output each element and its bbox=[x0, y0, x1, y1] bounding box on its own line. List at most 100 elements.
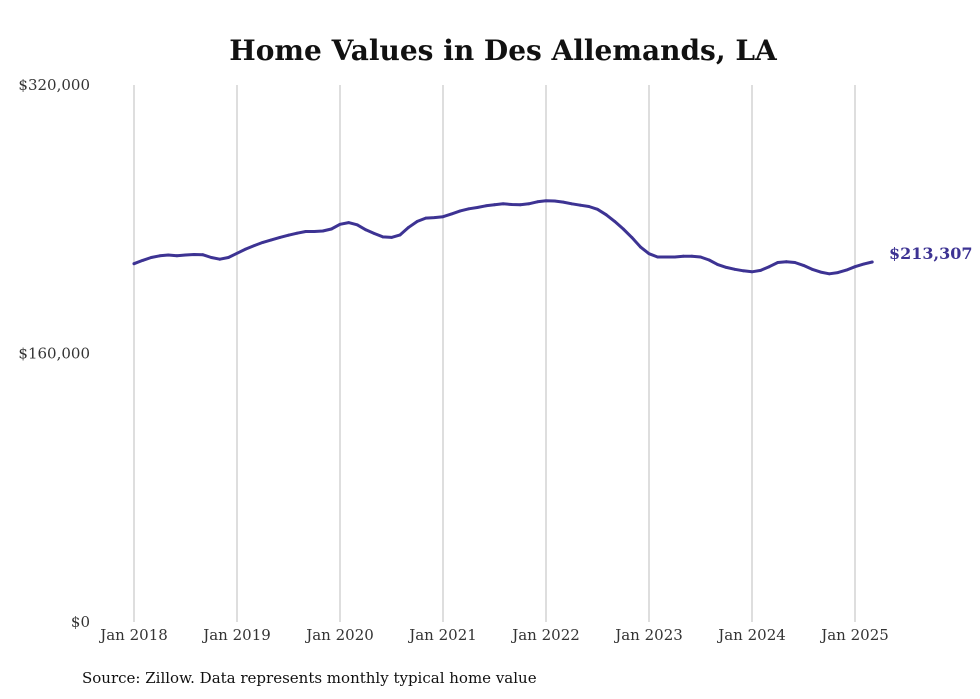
data-point bbox=[810, 267, 814, 271]
chart-title: Home Values in Des Allemands, LA bbox=[229, 34, 778, 67]
x-tick-label: Jan 2020 bbox=[304, 626, 374, 644]
data-point bbox=[321, 229, 325, 233]
data-point bbox=[252, 244, 256, 248]
data-point bbox=[510, 203, 514, 206]
data-point bbox=[836, 271, 840, 274]
data-point bbox=[278, 236, 282, 239]
gridlines bbox=[133, 85, 856, 622]
data-point bbox=[424, 216, 428, 220]
data-point bbox=[347, 221, 350, 225]
data-point bbox=[441, 215, 445, 219]
data-point bbox=[630, 236, 634, 239]
data-point bbox=[621, 227, 625, 231]
data-point bbox=[561, 200, 565, 204]
data-point bbox=[398, 233, 402, 237]
data-point bbox=[475, 206, 479, 209]
data-point bbox=[596, 207, 599, 211]
data-point bbox=[647, 252, 651, 256]
latest-value-label: $213,307 bbox=[889, 244, 973, 263]
data-point bbox=[467, 207, 471, 211]
data-point bbox=[501, 202, 505, 206]
data-point bbox=[295, 231, 299, 235]
data-point bbox=[209, 256, 213, 259]
y-tick-label: $0 bbox=[71, 613, 90, 631]
data-point bbox=[364, 228, 368, 232]
data-point bbox=[673, 255, 677, 259]
data-point bbox=[639, 245, 642, 249]
data-point bbox=[244, 247, 248, 251]
data-point bbox=[415, 220, 419, 223]
data-point bbox=[733, 267, 737, 271]
data-point bbox=[819, 270, 823, 274]
data-point bbox=[372, 232, 376, 235]
data-point bbox=[493, 203, 496, 207]
data-point bbox=[484, 204, 488, 208]
data-point bbox=[613, 220, 617, 223]
data-point bbox=[227, 256, 230, 259]
data-point bbox=[450, 212, 453, 216]
data-point bbox=[149, 256, 153, 259]
data-point bbox=[587, 205, 591, 208]
y-tick-label: $160,000 bbox=[18, 345, 90, 363]
data-point bbox=[827, 272, 831, 276]
data-point bbox=[553, 199, 556, 203]
data-point bbox=[355, 223, 359, 227]
data-point bbox=[664, 255, 668, 259]
data-point bbox=[304, 230, 308, 233]
data-point bbox=[656, 255, 659, 259]
data-point bbox=[750, 270, 754, 274]
x-tick-label: Jan 2019 bbox=[201, 626, 271, 644]
data-point bbox=[742, 269, 745, 273]
x-tick-label: Jan 2024 bbox=[716, 626, 786, 644]
data-point bbox=[767, 265, 771, 269]
source-note: Source: Zillow. Data represents monthly … bbox=[82, 669, 537, 687]
data-point bbox=[793, 261, 797, 264]
x-tick-label: Jan 2023 bbox=[613, 626, 683, 644]
data-point bbox=[578, 203, 582, 207]
data-point bbox=[716, 263, 720, 266]
data-point bbox=[776, 261, 780, 264]
data-point bbox=[407, 225, 411, 229]
data-point bbox=[175, 254, 179, 258]
data-point bbox=[518, 203, 522, 207]
y-tick-label: $320,000 bbox=[18, 76, 90, 94]
data-point bbox=[201, 253, 205, 257]
data-point bbox=[759, 269, 762, 272]
data-point bbox=[681, 254, 685, 258]
data-point bbox=[527, 202, 531, 206]
data-point bbox=[312, 230, 316, 233]
x-tick-label: Jan 2025 bbox=[819, 626, 889, 644]
data-point bbox=[132, 262, 136, 266]
data-point bbox=[536, 200, 539, 204]
x-tick-label: Jan 2018 bbox=[98, 626, 168, 644]
data-point bbox=[158, 254, 162, 258]
data-point bbox=[433, 216, 436, 220]
data-point bbox=[862, 262, 865, 266]
data-point bbox=[458, 209, 462, 213]
data-point bbox=[330, 227, 333, 231]
data-point bbox=[604, 213, 608, 217]
data-point bbox=[845, 268, 848, 272]
data-points bbox=[132, 199, 874, 276]
data-point bbox=[338, 222, 342, 226]
data-point bbox=[870, 260, 874, 264]
data-point bbox=[166, 253, 170, 257]
y-axis-tick-labels: $0 $160,000 $320,000 bbox=[18, 76, 90, 631]
x-tick-label: Jan 2022 bbox=[510, 626, 580, 644]
data-point bbox=[269, 238, 273, 242]
data-point bbox=[699, 255, 702, 259]
data-point bbox=[707, 258, 711, 262]
data-point bbox=[802, 264, 805, 267]
data-point bbox=[287, 233, 290, 237]
data-point bbox=[544, 199, 548, 203]
data-point bbox=[218, 257, 222, 261]
x-axis-tick-labels: Jan 2018 Jan 2019 Jan 2020 Jan 2021 Jan 2022… bbox=[98, 626, 889, 644]
data-point bbox=[184, 253, 187, 257]
data-point bbox=[381, 235, 385, 239]
data-point bbox=[784, 260, 788, 264]
x-tick-label: Jan 2021 bbox=[407, 626, 477, 644]
data-point bbox=[192, 253, 196, 256]
data-point bbox=[235, 251, 239, 255]
home-value-line bbox=[132, 199, 874, 276]
